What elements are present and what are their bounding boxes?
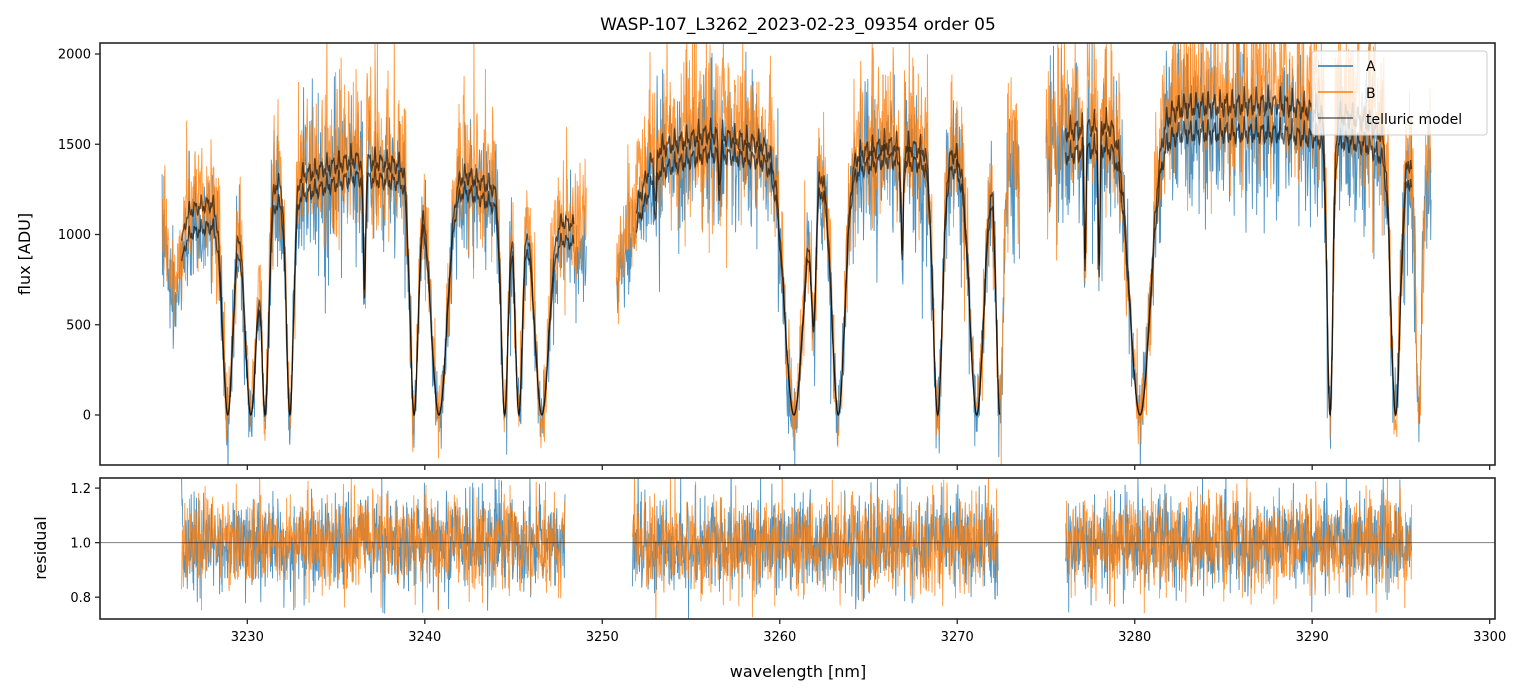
flux-y-tick-label: 1000 <box>58 228 91 243</box>
residual-panel: 0.8 1.0 1.2 3230 3240 3250 3260 3270 3280 3290 33… <box>31 477 1506 681</box>
series-b-line <box>616 43 1020 465</box>
residual-y-axis-label: residual <box>31 516 50 579</box>
flux-y-axis-label: flux [ADU] <box>15 213 34 295</box>
x-tick-label: 3250 <box>586 630 619 645</box>
legend-box <box>1311 50 1488 136</box>
residual-series-b <box>181 478 1413 619</box>
telluric-model-b-line <box>635 117 1001 417</box>
x-axis-label: wavelength [nm] <box>730 662 867 681</box>
residual-axes-frame <box>99 477 1496 620</box>
x-tick-label: 3230 <box>231 630 264 645</box>
x-tick-label: 3240 <box>408 630 441 645</box>
flux-axes-frame <box>99 42 1496 466</box>
residual-y-tick-label: 1.0 <box>70 537 91 552</box>
flux-y-tick-label: 500 <box>66 318 91 333</box>
legend-label-b: B <box>1366 86 1376 102</box>
residual-x-ticks: 3230 3240 3250 3260 3270 3280 3290 3300 <box>231 619 1506 645</box>
series-a-line <box>616 51 1020 465</box>
flux-y-tick-label: 1500 <box>58 138 91 153</box>
residual-a-line <box>1065 478 1413 613</box>
residual-b-line <box>1065 478 1413 614</box>
telluric-model-a-line <box>1065 115 1413 417</box>
residual-y-tick-label: 1.2 <box>70 482 91 497</box>
residual-b-line <box>631 478 999 619</box>
legend: A B telluric model <box>1311 50 1488 136</box>
residual-y-tick-label: 0.8 <box>70 591 91 606</box>
residual-b-line <box>181 478 566 611</box>
flux-y-ticks: 0 500 1000 1500 2000 <box>58 48 100 424</box>
residual-y-ticks: 0.8 1.0 1.2 <box>70 482 100 606</box>
x-tick-label: 3290 <box>1296 630 1329 645</box>
x-tick-label: 3280 <box>1118 630 1151 645</box>
chart-title: WASP-107_L3262_2023-02-23_09354 order 05 <box>600 15 996 35</box>
flux-y-tick-label: 0 <box>83 409 91 424</box>
flux-y-tick-label: 2000 <box>58 48 91 63</box>
x-tick-label: 3300 <box>1473 630 1506 645</box>
legend-label-telluric-model: telluric model <box>1366 112 1462 128</box>
flux-plot-area <box>161 43 1432 465</box>
series-b-line <box>161 43 587 459</box>
x-tick-label: 3260 <box>763 630 796 645</box>
residual-plot-area <box>100 478 1495 619</box>
telluric-model-b-line <box>181 143 575 418</box>
flux-panel: 0 500 1000 1500 2000 flux [ADU] A B telluric… <box>15 42 1496 470</box>
x-tick-label: 3270 <box>941 630 974 645</box>
flux-x-ticks <box>246 465 1491 470</box>
legend-label-a: A <box>1366 59 1376 75</box>
